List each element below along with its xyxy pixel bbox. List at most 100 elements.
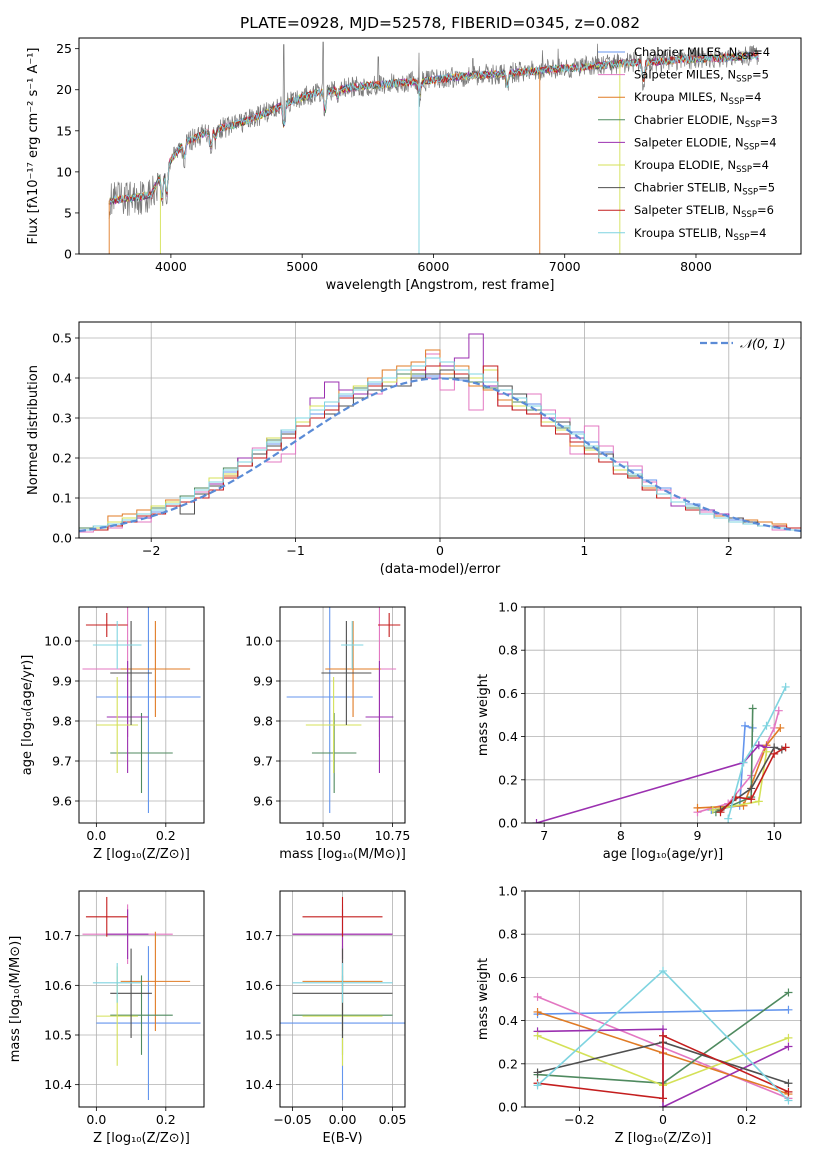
model-spectrum bbox=[108, 51, 759, 205]
weight-point bbox=[659, 1103, 667, 1107]
y-tick-label: 0.0 bbox=[498, 1100, 518, 1115]
y-tick-label: 0.8 bbox=[498, 927, 518, 942]
y-tick-label: 9.8 bbox=[253, 714, 273, 729]
x-axis-label: (data-model)/error bbox=[380, 562, 501, 577]
y-tick-label: 9.8 bbox=[52, 714, 72, 729]
legend-label: Kroupa STELIB, NSSP=4 bbox=[634, 226, 766, 243]
y-tick-label: 10 bbox=[56, 164, 72, 179]
weight-point bbox=[762, 747, 771, 756]
residual-histogram bbox=[79, 357, 801, 531]
x-tick-label: 7 bbox=[540, 828, 548, 843]
weight-point bbox=[776, 723, 785, 732]
y-tick-label: 0.6 bbox=[498, 686, 518, 701]
x-axis-label: mass [log₁₀(M/M⊙)] bbox=[279, 847, 406, 862]
legend-label: Salpeter ELODIE, NSSP=4 bbox=[634, 135, 777, 152]
x-tick-label: 6000 bbox=[418, 259, 450, 274]
legend-label: Salpeter STELIB, NSSP=6 bbox=[634, 203, 774, 220]
y-tick-label: 0.8 bbox=[498, 643, 518, 658]
weight-line bbox=[727, 686, 787, 819]
weight-line bbox=[536, 744, 767, 823]
weight-point bbox=[659, 1031, 667, 1040]
x-tick-label: 0 bbox=[659, 1112, 667, 1127]
y-tick-label: 0.3 bbox=[52, 411, 72, 426]
weight-point bbox=[716, 808, 725, 817]
age-vs-mass-points bbox=[286, 607, 401, 813]
weight-point bbox=[784, 1087, 793, 1096]
y-tick-label: 0.0 bbox=[52, 531, 72, 546]
y-tick-label: 9.6 bbox=[253, 794, 273, 809]
weight-vs-age-frame bbox=[524, 606, 802, 824]
y-tick-label: 5 bbox=[64, 205, 72, 220]
y-tick-label: 25 bbox=[56, 41, 72, 56]
weight-vs-age-grid bbox=[525, 606, 801, 824]
mass-vs-z-axes: 0.0 0.2 10.4 10.5 10.6 10.7 Z [log₁₀(Z/Z⊙)] mas… bbox=[8, 891, 204, 1146]
weight-point bbox=[533, 1068, 542, 1077]
weight-vs-z-lines bbox=[533, 966, 793, 1107]
x-axis-label: Z [log₁₀(Z/Z⊙)] bbox=[615, 1131, 712, 1146]
spectrum-axes: 4000 5000 6000 7000 8000 0 5 10 15 20 25 wavelength… bbox=[26, 41, 712, 293]
weight-point bbox=[784, 1042, 793, 1051]
weight-point bbox=[762, 721, 771, 730]
weight-vs-age-axes: 7 8 9 10 0.0 0.2 0.4 0.6 0.8 1.0 age [log₁₀(age/yr… bbox=[476, 600, 801, 862]
mass-vs-z-frame bbox=[78, 890, 205, 1108]
x-axis-label: age [log₁₀(age/yr)] bbox=[603, 847, 724, 862]
weight-vs-z-frame bbox=[524, 890, 802, 1108]
x-tick-label: 0.05 bbox=[379, 1112, 407, 1127]
legend-label: Chabrier ELODIE, NSSP=3 bbox=[634, 113, 778, 130]
spectrum-frame bbox=[78, 37, 802, 255]
age-vs-mass-frame bbox=[279, 606, 406, 824]
x-tick-label: 10.50 bbox=[305, 828, 341, 843]
y-tick-label: 1.0 bbox=[498, 600, 518, 615]
weight-point bbox=[693, 803, 702, 812]
x-tick-label: −0.05 bbox=[273, 1112, 311, 1127]
weight-point bbox=[739, 801, 748, 810]
legend-label: Kroupa MILES, NSSP=4 bbox=[634, 90, 761, 107]
residual-plot bbox=[79, 333, 801, 533]
y-axis-label: mass [log₁₀(M/M⊙)] bbox=[8, 936, 23, 1063]
age-vs-z-axes: 0.0 0.2 9.6 9.7 9.8 9.9 10.0 Z [log₁₀(Z/Z⊙)] age… bbox=[20, 607, 204, 862]
y-tick-label: 0.1 bbox=[52, 491, 72, 506]
legend-label: Chabrier MILES, NSSP=4 bbox=[634, 45, 770, 62]
mass-vs-ebv-points bbox=[280, 896, 405, 1101]
x-tick-label: 10 bbox=[766, 828, 782, 843]
y-axis-label: mass weight bbox=[476, 958, 491, 1040]
y-tick-label: 0.2 bbox=[52, 451, 72, 466]
y-tick-label: 9.7 bbox=[253, 754, 273, 769]
legend-label: Kroupa ELODIE, NSSP=4 bbox=[634, 158, 769, 175]
x-tick-label: 5000 bbox=[286, 259, 318, 274]
y-tick-label: 0.6 bbox=[498, 970, 518, 985]
weight-point bbox=[748, 704, 757, 713]
gaussian-legend-label: 𝒩(0, 1) bbox=[740, 336, 786, 351]
mass-vs-ebv-axes: −0.05 0.00 0.05 10.4 10.5 10.6 10.7 E(B-V) bbox=[245, 891, 406, 1146]
age-vs-mass-axes: 10.50 10.75 9.6 9.7 9.8 9.9 10.0 mass [log₁₀(M/… bbox=[245, 607, 410, 862]
weight-point bbox=[739, 758, 748, 767]
y-tick-label: 0.4 bbox=[498, 1013, 518, 1028]
y-tick-label: 0.2 bbox=[498, 1056, 518, 1071]
weight-vs-age-lines bbox=[532, 682, 790, 823]
weight-point bbox=[533, 992, 542, 1001]
y-tick-label: 9.6 bbox=[52, 794, 72, 809]
legend-label: Salpeter MILES, NSSP=5 bbox=[634, 68, 769, 85]
weight-point bbox=[770, 749, 779, 758]
x-axis-label: Z [log₁₀(Z/Z⊙)] bbox=[93, 1131, 190, 1146]
y-tick-label: 15 bbox=[56, 123, 72, 138]
y-tick-label: 0 bbox=[64, 247, 72, 262]
x-axis-label: E(B-V) bbox=[322, 1131, 362, 1146]
y-tick-label: 10.0 bbox=[245, 634, 273, 649]
x-tick-label: 2 bbox=[725, 543, 733, 558]
x-tick-label: 8000 bbox=[680, 259, 712, 274]
x-tick-label: 0.0 bbox=[86, 828, 106, 843]
y-tick-label: 10.4 bbox=[44, 1077, 72, 1092]
weight-point bbox=[784, 1033, 793, 1042]
model-spectrum bbox=[108, 51, 759, 205]
x-tick-label: 1 bbox=[580, 543, 588, 558]
y-tick-label: 9.9 bbox=[52, 674, 72, 689]
weight-point bbox=[724, 814, 733, 823]
y-axis-label: mass weight bbox=[476, 674, 491, 756]
y-tick-label: 0.4 bbox=[52, 371, 72, 386]
model-spectrum bbox=[108, 52, 759, 205]
y-axis-label: age [log₁₀(age/yr)] bbox=[20, 655, 35, 776]
y-tick-label: 0.5 bbox=[52, 331, 72, 346]
x-tick-label: 9 bbox=[694, 828, 702, 843]
x-tick-label: 0.2 bbox=[156, 1112, 176, 1127]
